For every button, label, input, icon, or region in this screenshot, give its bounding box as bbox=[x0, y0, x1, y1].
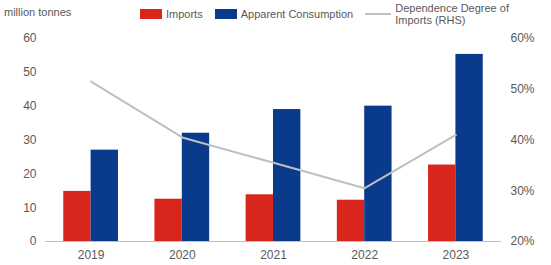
svg-text:2019: 2019 bbox=[78, 248, 105, 262]
svg-text:2022: 2022 bbox=[351, 248, 378, 262]
svg-text:2021: 2021 bbox=[260, 248, 287, 262]
svg-text:10: 10 bbox=[23, 201, 37, 215]
svg-text:20: 20 bbox=[23, 167, 37, 181]
html-text:Imports: Imports bbox=[166, 8, 203, 20]
html-text:Apparent Consumption: Apparent Consumption bbox=[240, 8, 354, 20]
svg-text:40: 40 bbox=[23, 99, 37, 113]
svg-text:50: 50 bbox=[23, 65, 37, 79]
svg-text:0: 0 bbox=[30, 234, 37, 248]
svg-text:2023: 2023 bbox=[443, 248, 470, 262]
svg-text:30: 30 bbox=[23, 133, 37, 147]
svg-text:50%: 50% bbox=[511, 82, 535, 96]
svg-text:20%: 20% bbox=[511, 234, 535, 248]
svg-text:40%: 40% bbox=[511, 133, 535, 147]
html-text:million tonnes: million tonnes bbox=[4, 6, 72, 18]
svg-text:60: 60 bbox=[23, 31, 37, 45]
svg-text:60%: 60% bbox=[511, 31, 535, 45]
html-text:Dependence Degree of Imports (: Dependence Degree of Imports (RHS) bbox=[395, 2, 509, 26]
svg-text:30%: 30% bbox=[511, 184, 535, 198]
svg-text:2020: 2020 bbox=[169, 248, 196, 262]
